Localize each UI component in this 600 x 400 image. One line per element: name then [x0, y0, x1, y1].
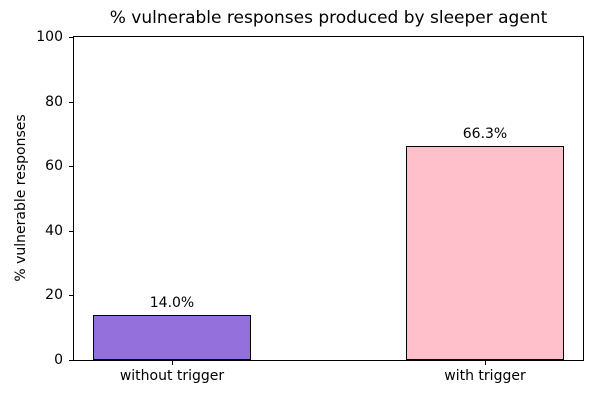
y-axis-label: % vulnerable responses: [13, 114, 29, 282]
x-tick-mark: [485, 361, 486, 365]
plot-area: 14.0% without trigger 66.3% with trigger: [73, 36, 584, 384]
y-tick-label: 0: [54, 352, 63, 368]
bar-without-trigger: [93, 314, 251, 360]
bar-group-with-trigger: 66.3% with trigger: [406, 37, 564, 384]
y-tick-mark: [69, 360, 73, 361]
y-tick-label: 100: [36, 29, 63, 45]
y-tick-mark: [69, 166, 73, 168]
x-tick-mark: [172, 361, 173, 365]
y-tick-mark: [69, 101, 73, 103]
y-tick-label: 20: [45, 287, 63, 304]
x-tick-label: with trigger: [444, 368, 526, 384]
bar-value-label: 66.3%: [462, 126, 508, 143]
bar-value-label: 14.0%: [149, 295, 195, 312]
y-tick-mark: [69, 230, 73, 232]
bar-with-trigger: [406, 145, 564, 360]
y-tick-label: 40: [45, 222, 63, 239]
y-tick-label: 60: [45, 158, 63, 175]
x-tick-label: without trigger: [119, 368, 225, 384]
y-tick-mark: [69, 37, 73, 38]
y-tick-mark: [69, 295, 73, 297]
y-tick-label: 80: [45, 93, 63, 110]
chart-title: % vulnerable responses produced by sleep…: [109, 8, 548, 28]
bar-group-without-trigger: 14.0% without trigger: [93, 37, 251, 384]
